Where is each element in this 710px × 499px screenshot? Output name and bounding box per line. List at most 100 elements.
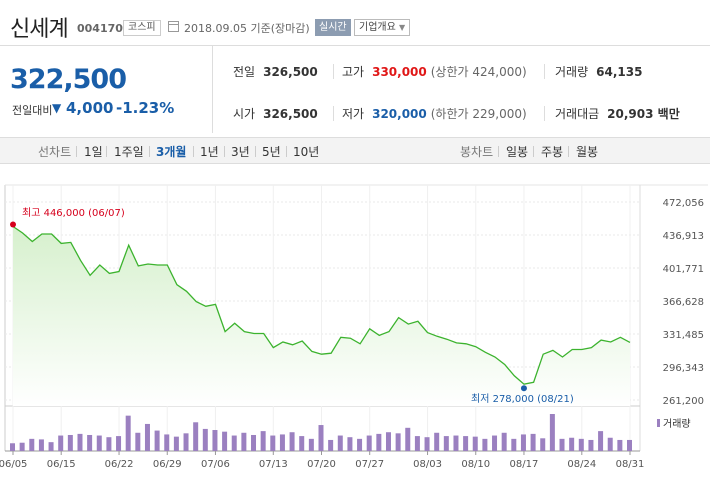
volume-bar: [231, 435, 237, 451]
realtime-button[interactable]: 실시간: [315, 19, 351, 36]
volume-bar: [308, 438, 314, 451]
volume-bar: [559, 438, 565, 451]
tab-weekly[interactable]: 주봉: [541, 145, 564, 159]
volume-bar: [48, 442, 54, 451]
calendar-icon: [168, 21, 179, 32]
volume-bar: [424, 437, 430, 451]
tab-monthly[interactable]: 월봉: [576, 145, 599, 159]
volume-bar: [540, 438, 546, 451]
prev-value: 326,500: [263, 65, 318, 79]
volume-bar: [116, 436, 122, 451]
volume-bar: [414, 436, 420, 451]
volume-legend-label: 거래량: [663, 418, 691, 430]
y-tick-label: 472,056: [663, 198, 704, 209]
low-label: 최저 278,000 (08/21): [471, 393, 574, 405]
divider: [568, 146, 569, 157]
tab-10y[interactable]: 10년: [293, 145, 320, 159]
divider: [255, 146, 256, 157]
volume-bar: [87, 434, 93, 451]
volume-bar: [598, 431, 604, 451]
chevron-down-icon: ▼: [399, 23, 406, 32]
price-info: 322,500 전일대비 ▼ 4,000 -1.23% 전일 326,500 고가…: [0, 45, 710, 133]
volume-bar: [173, 436, 179, 451]
volume-bar: [202, 428, 208, 451]
x-tick-label: 06/22: [105, 459, 134, 470]
x-tick-label: 08/17: [510, 459, 539, 470]
tab-1w[interactable]: 1주일: [114, 145, 144, 159]
y-tick-label: 261,200: [663, 396, 704, 407]
high-value: 330,000: [372, 65, 427, 79]
volume-bar: [492, 435, 498, 451]
price-area: [12, 225, 631, 406]
y-tick-label: 401,771: [663, 264, 704, 275]
tab-3y[interactable]: 3년: [231, 145, 250, 159]
volume-bar: [289, 432, 295, 451]
volume-bar: [337, 435, 343, 451]
x-tick-label: 07/13: [259, 459, 288, 470]
stock-code: 004170: [77, 22, 123, 35]
volume-bar: [96, 435, 102, 451]
volume-bar: [569, 437, 575, 451]
price-chart-svg: 472,056 436,913 401,771 366,628 331,485 296,3…: [0, 184, 708, 470]
volume-bar: [328, 439, 334, 451]
volume-bar: [270, 435, 276, 451]
volume-bar: [395, 433, 401, 451]
y-tick-label: 436,913: [663, 231, 704, 242]
volume-bar: [366, 435, 372, 451]
divider: [193, 146, 194, 157]
tab-1d[interactable]: 1일: [84, 145, 103, 159]
upper-limit: (상한가 424,000): [430, 65, 527, 79]
volume-bar: [183, 433, 189, 451]
diff-label: 전일대비: [12, 104, 53, 117]
divider: [544, 106, 545, 121]
volume-bar: [549, 414, 555, 451]
amount-value: 20,903 백만: [607, 107, 680, 121]
volume-bar: [251, 434, 257, 451]
volume-bar: [193, 422, 199, 451]
company-info-button[interactable]: 기업개요 ▼: [354, 19, 411, 36]
volume-bar: [443, 436, 449, 451]
volume-bar: [482, 438, 488, 451]
volume-bar: [627, 439, 632, 451]
price-area-fill: [13, 226, 630, 406]
x-tick-label: 06/29: [153, 459, 182, 470]
volume-bar: [318, 425, 324, 451]
price-chart: 472,056 436,913 401,771 366,628 331,485 296,3…: [0, 164, 710, 499]
volume-bar: [164, 434, 170, 451]
volume-bar: [212, 430, 218, 451]
low-value: 320,000: [372, 107, 427, 121]
x-tick-label: 08/10: [461, 459, 490, 470]
volume-bar: [578, 438, 584, 451]
volume-bar: [453, 435, 459, 451]
lower-limit: (하한가 229,000): [430, 107, 527, 121]
price-box: 322,500 전일대비 ▼ 4,000 -1.23%: [0, 46, 213, 133]
tab-daily[interactable]: 일봉: [506, 145, 529, 159]
current-price: 322,500: [10, 64, 127, 95]
base-date: 2018.09.05 기준(장마감): [184, 22, 310, 35]
tab-3m[interactable]: 3개월: [156, 145, 187, 159]
x-tick-label: 07/27: [355, 459, 384, 470]
x-tick-label: 08/03: [413, 459, 442, 470]
volume-bar: [347, 437, 353, 451]
chart-tabs: 선차트 1일 1주일 3개월 1년 3년 5년 10년 봉차트 일봉 주봉 월봉: [0, 137, 710, 164]
volume-bar: [434, 432, 440, 451]
tab-line-chart[interactable]: 선차트: [38, 145, 72, 159]
volume-bar: [607, 437, 613, 451]
price-rate: -1.23%: [116, 99, 175, 117]
tab-5y[interactable]: 5년: [262, 145, 281, 159]
volume-bar: [617, 439, 623, 451]
low-marker: [520, 385, 527, 392]
volume: 거래량 64,135: [555, 63, 642, 80]
volume-bar: [19, 442, 25, 451]
volume-bar: [135, 432, 141, 451]
high-marker: [10, 221, 16, 228]
volume-bar: [530, 433, 536, 451]
tab-1y[interactable]: 1년: [200, 145, 219, 159]
prev-close: 전일 326,500: [233, 63, 318, 80]
volume-bar: [279, 434, 285, 451]
divider: [333, 106, 334, 121]
trade-amount: 거래대금 20,903 백만: [555, 105, 680, 122]
volume-bar: [472, 436, 478, 451]
divider: [544, 64, 545, 79]
tab-candle-chart[interactable]: 봉차트: [460, 145, 494, 159]
